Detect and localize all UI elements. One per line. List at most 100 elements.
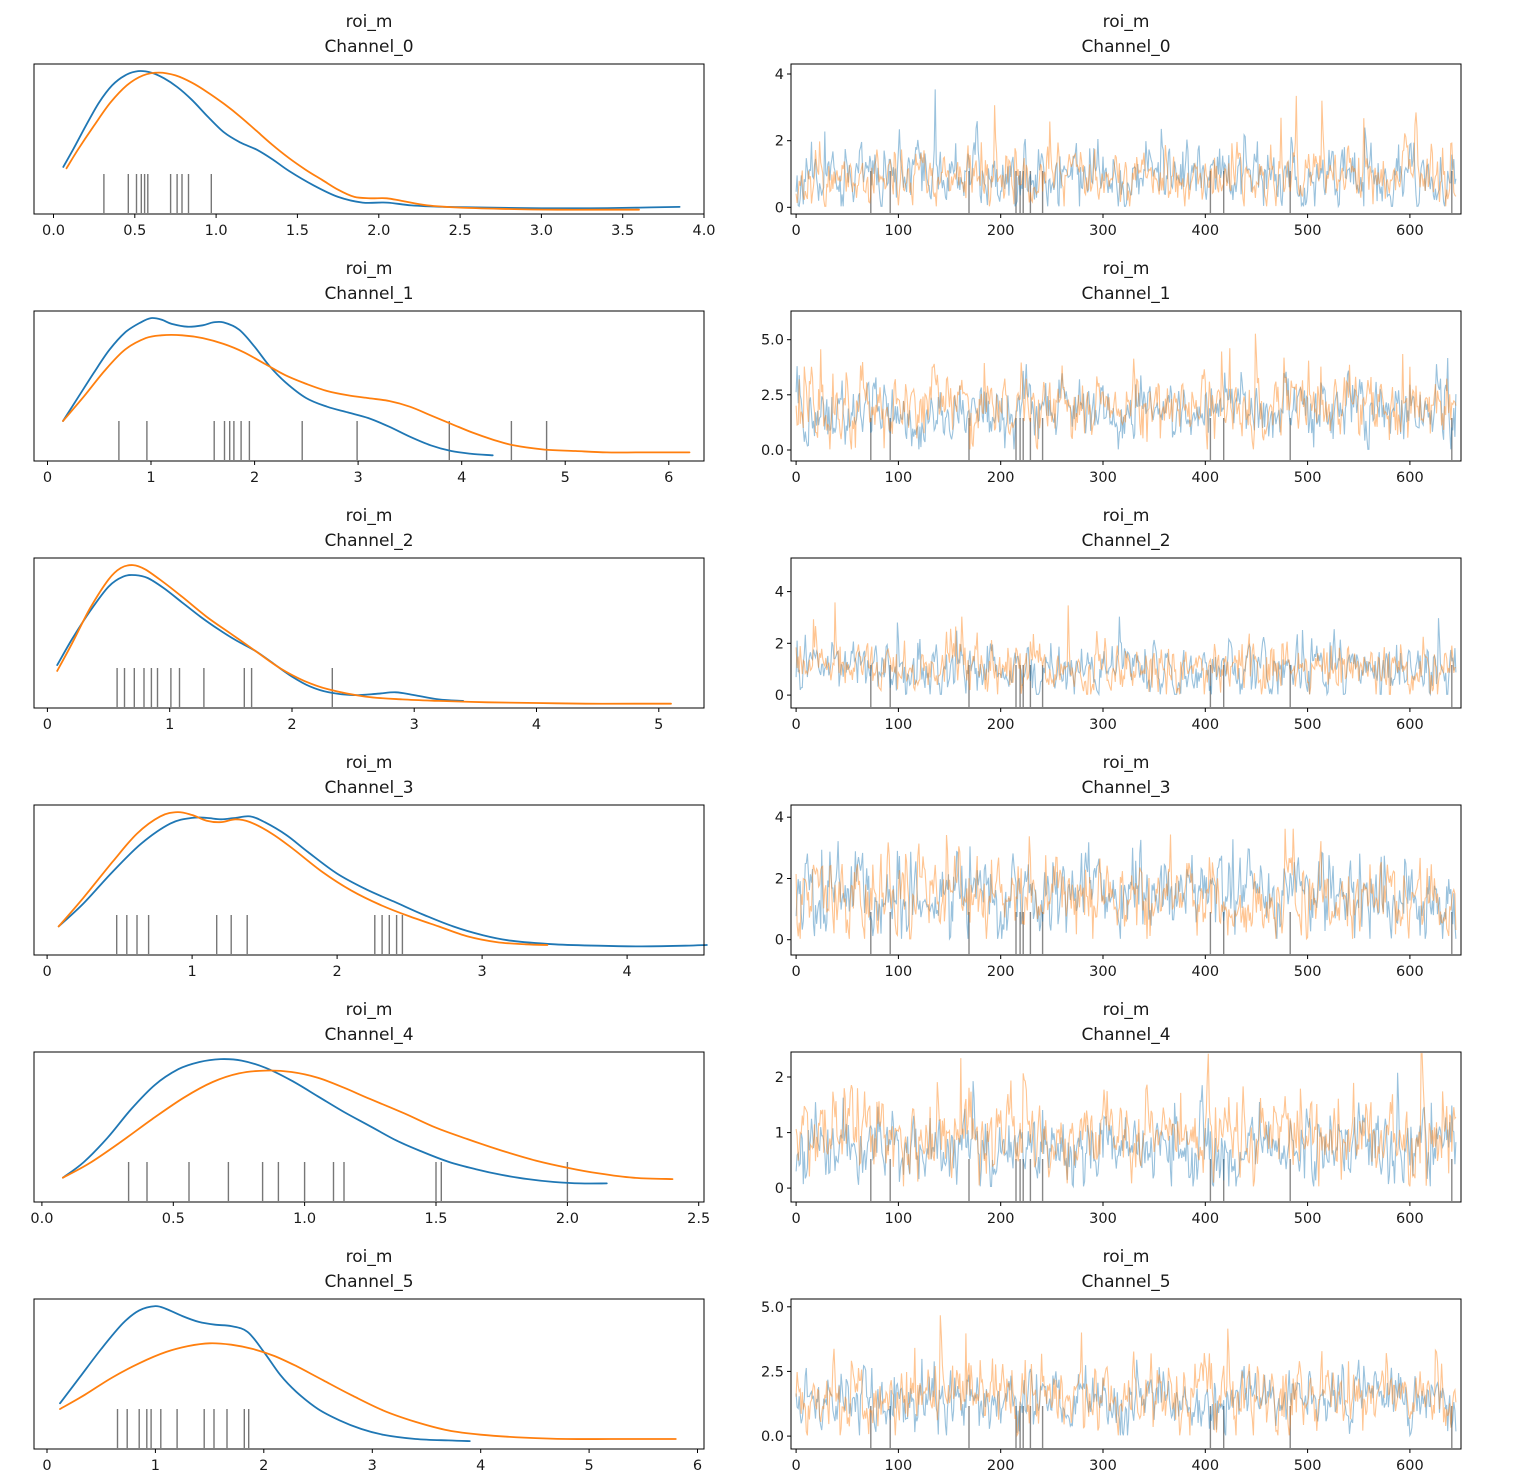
plot-title-line2: Channel_1 [324,284,414,304]
x-tick-label: 200 [987,470,1015,486]
x-tick-label: 0.5 [162,1211,185,1227]
plot-title-line2: Channel_3 [324,778,414,798]
x-tick-label: 400 [1191,1211,1219,1227]
density-curve-series_blue [62,70,681,210]
density-curve-series_blue [62,1058,608,1185]
trace-line-series_blue [795,89,1457,209]
x-tick-label: 0 [43,470,52,486]
x-tick-label: 4 [622,964,631,980]
x-tick-label: 600 [1396,717,1424,733]
y-tick-label: 2 [775,134,784,150]
plot-title-line2: Channel_2 [324,531,414,551]
axes-box [790,63,1462,215]
x-tick-label: 0.0 [42,223,65,239]
plot-title-line1: roi_m [1102,259,1150,279]
plot-title-line1: roi_m [345,1000,393,1020]
subplot-density-channel-1: roi_m Channel_1 0 1 2 3 4 5 6 [0,247,757,494]
plot-title-line2: Channel_0 [324,37,414,57]
plot-title-line1: roi_m [1102,12,1150,32]
subplot-trace-channel-5: roi_m Channel_5 0 100 200 300 400 500 600 0.0 2.… [757,1235,1514,1482]
y-tick-label: 0.0 [761,1429,784,1445]
x-tick-label: 100 [885,1458,913,1474]
x-tick-label: 0 [42,1458,51,1474]
x-tick-label: 100 [885,717,913,733]
density-plot-channel-0: 0.0 0.5 1.0 1.5 2.0 2.5 3.0 3.5 4.0 [33,63,716,239]
axes-box [790,310,1462,462]
plot-title-line1: roi_m [345,12,393,32]
plot-title: roi_m Channel_2 [34,504,704,554]
plot-title-line2: Channel_2 [1081,531,1171,551]
y-tick-label: 0.0 [761,443,784,459]
x-tick-label: 0 [791,223,800,239]
plot-title: roi_m Channel_4 [791,998,1461,1048]
x-tick-label: 3 [353,470,362,486]
x-tick-label: 3.5 [611,223,634,239]
y-tick-label: 2.5 [761,1364,784,1380]
axes-box [33,63,705,215]
plot-title: roi_m Channel_2 [791,504,1461,554]
density-plot-channel-2: 0 1 2 3 4 5 [33,557,705,733]
x-tick-label: 2 [332,964,341,980]
y-tick-label: 0 [775,1181,784,1197]
x-tick-label: 0 [791,717,800,733]
plot-title-line1: roi_m [345,753,393,773]
trace-plot-channel-2: 0 100 200 300 400 500 600 0 2 4 [775,557,1462,733]
density-plot-channel-4: 0.0 0.5 1.0 1.5 2.0 2.5 [30,1051,710,1227]
density-plot-channel-3: 0 1 2 3 4 [33,804,708,980]
x-tick-label: 0.5 [123,223,146,239]
trace-line-series_blue [795,839,1457,941]
x-tick-label: 100 [885,1211,913,1227]
x-tick-label: 2 [287,717,296,733]
x-tick-label: 200 [987,223,1015,239]
plot-title: roi_m Channel_4 [34,998,704,1048]
x-tick-label: 300 [1089,964,1117,980]
trace-plot-channel-0: 0 100 200 300 400 500 600 0 2 4 [775,63,1462,239]
subplot-trace-channel-3: roi_m Channel_3 0 100 200 300 400 500 600 0 2 4 [757,741,1514,988]
x-tick-label: 0 [42,964,51,980]
plot-title: roi_m Channel_3 [34,751,704,801]
subplot-density-channel-5: roi_m Channel_5 0 1 2 3 4 5 6 [0,1235,757,1482]
trace-plot-channel-1: 0 100 200 300 400 500 600 0.0 2.5 5.0 [761,310,1462,486]
x-tick-label: 1.5 [424,1211,447,1227]
density-curve-series_orange [62,1069,674,1180]
trace-line-series_orange [795,95,1457,207]
density-curve-series_orange [57,811,549,946]
x-tick-label: 4 [476,1458,485,1474]
x-tick-label: 5 [654,717,663,733]
plot-title-line2: Channel_4 [1081,1025,1171,1045]
x-tick-label: 3 [368,1458,377,1474]
plot-title: roi_m Channel_0 [34,10,704,60]
trace-plot-channel-4: 0 100 200 300 400 500 600 0 1 2 [775,1051,1462,1227]
x-tick-label: 0 [43,717,52,733]
plot-title-line1: roi_m [345,506,393,526]
plot-title-line2: Channel_5 [1081,1272,1171,1292]
y-tick-label: 5.0 [761,333,784,349]
plot-title-line1: roi_m [1102,506,1150,526]
axes-box [33,557,705,709]
x-tick-label: 4.0 [692,223,715,239]
plot-title: roi_m Channel_5 [791,1245,1461,1295]
trace-line-series_blue [795,616,1457,697]
x-tick-label: 1 [146,470,155,486]
x-tick-label: 6 [664,470,673,486]
x-tick-label: 100 [885,964,913,980]
y-tick-label: 2 [775,636,784,652]
plot-title-line2: Channel_4 [324,1025,414,1045]
axes-box [790,1051,1462,1203]
axes-box [790,557,1462,709]
x-tick-label: 2.0 [556,1211,579,1227]
axes-box [33,310,705,462]
y-tick-label: 4 [775,67,784,83]
plot-title-line1: roi_m [1102,1247,1150,1267]
subplot-trace-channel-1: roi_m Channel_1 0 100 200 300 400 500 600 0.0 2.… [757,247,1514,494]
x-tick-label: 0 [791,470,800,486]
trace-line-series_orange [795,333,1457,450]
subplot-density-channel-3: roi_m Channel_3 0 1 2 3 4 [0,741,757,988]
plot-title: roi_m Channel_1 [791,257,1461,307]
plot-title-line2: Channel_3 [1081,778,1171,798]
x-tick-label: 300 [1089,223,1117,239]
plot-title-line2: Channel_0 [1081,37,1171,57]
x-tick-label: 400 [1191,964,1219,980]
x-tick-label: 5 [561,470,570,486]
